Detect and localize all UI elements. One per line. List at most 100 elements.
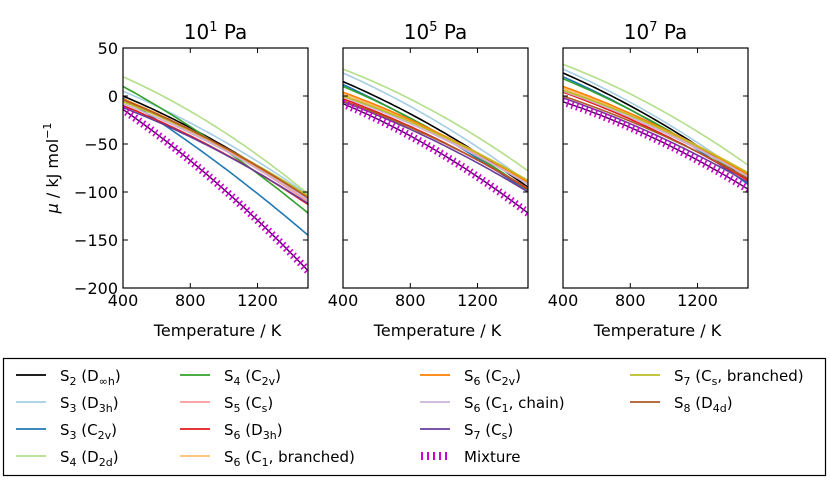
mixture-hatch <box>250 213 258 221</box>
x-tick-label: 1200 <box>237 291 278 310</box>
mixture-hatch <box>276 238 283 245</box>
mixture-hatch <box>630 124 636 133</box>
legend: S2 (D∞h) S3 (D3h) S3 (C2v) S4 (D2d) S4 (C2v)… <box>2 357 827 477</box>
mixture-hatch <box>261 224 269 232</box>
mixture-hatch <box>496 188 503 196</box>
mixture-hatch <box>429 144 436 153</box>
mixture-hatch <box>183 154 190 162</box>
mixture-hatch <box>381 118 387 127</box>
x-tick-label: 400 <box>328 291 359 310</box>
series-line-s7-cs-branched <box>343 95 528 182</box>
legend-label: S6 (D3h) <box>224 421 283 442</box>
mixture-hatch <box>715 167 721 176</box>
legend-item-s3-c2v: S3 (C2v) <box>16 421 117 442</box>
legend-item-s6-c1-branched: S6 (C1, branched) <box>180 448 355 469</box>
panel-title: 105 Pa <box>404 20 468 44</box>
legend-label: S4 (D2d) <box>60 448 119 469</box>
mixture-hatch <box>243 206 251 214</box>
series-line-s6-d3h <box>123 104 308 206</box>
series-line-s7-cs <box>563 97 748 184</box>
mixture-hatch <box>268 231 276 238</box>
y-tick-label: −150 <box>74 231 118 250</box>
mixture-hatch <box>217 183 225 191</box>
mixture-line <box>123 105 308 274</box>
mixture-hatch <box>723 172 730 181</box>
y-tick-label: 50 <box>98 39 118 58</box>
mixture-hatch <box>626 122 631 131</box>
panel-1-plot-area <box>123 76 308 274</box>
mixture-hatch <box>684 150 690 159</box>
mixture-hatch <box>736 180 743 188</box>
mixture-hatch <box>425 141 431 150</box>
mixture-hatch <box>675 146 681 154</box>
mixture-hatch <box>290 252 297 260</box>
mixture-hatch <box>239 203 247 211</box>
mixture-hatch <box>488 182 495 190</box>
mixture-hatch <box>377 116 382 125</box>
legend-item-s6-c2v: S6 (C2v) <box>420 367 521 388</box>
mixture-hatch <box>363 109 369 118</box>
mixture-hatch <box>616 118 622 127</box>
mixture-hatch <box>475 173 482 182</box>
mixture-hatch <box>593 109 599 118</box>
mixture-hatch <box>603 113 608 122</box>
mixture-hatch <box>152 129 159 137</box>
mixture-hatch <box>412 134 418 143</box>
mixture-hatch <box>728 174 734 183</box>
mixture-hatch <box>680 148 686 157</box>
mixture-hatch <box>403 129 409 138</box>
mixture-hatch <box>666 141 672 150</box>
mixture-hatch <box>128 111 135 119</box>
legend-item-s7-cs: S7 (Cs) <box>420 421 513 442</box>
mixture-hatch <box>283 245 290 253</box>
mixture-hatch <box>575 102 580 111</box>
series-line-s4-d2d <box>123 76 308 195</box>
legend-item-s4-c2v: S4 (C2v) <box>180 367 281 388</box>
mixture-hatch <box>359 107 364 116</box>
mixture-hatch <box>286 248 294 256</box>
series-line-s3-d3h <box>343 72 528 184</box>
mixture-hatch <box>480 176 486 185</box>
mixture-hatch <box>191 160 198 168</box>
x-tick-label: 1200 <box>457 291 498 310</box>
panel-3: 400 800 1200 107 Pa Temperature / K <box>548 20 749 340</box>
mixture-hatch <box>236 200 243 208</box>
mixture-hatch <box>349 103 355 112</box>
mixture-hatch <box>148 126 155 134</box>
legend-item-s6-c1-chain: S6 (C1, chain) <box>420 394 565 415</box>
mixture-hatch <box>662 139 668 148</box>
legend-item-s7-cs-branched: S7 (Cs, branched) <box>630 367 804 388</box>
mixture-hatch <box>206 173 213 181</box>
mixture-hatch <box>416 137 423 145</box>
legend-label: S7 (Cs, branched) <box>674 367 804 388</box>
mixture-hatch <box>635 126 640 135</box>
mixture-hatch <box>372 113 378 122</box>
legend-item-mixture: Mixture <box>421 448 520 466</box>
panel-title: 101 Pa <box>184 20 248 44</box>
mixture-hatch <box>648 132 654 141</box>
mixture-hatch <box>433 147 440 155</box>
mixture-hatch <box>297 259 304 267</box>
mixture-hatch <box>438 149 444 158</box>
mixture-hatch <box>492 185 499 193</box>
panel-3-plot-area <box>563 63 748 193</box>
x-tick-label: 800 <box>615 291 646 310</box>
legend-swatch <box>421 452 447 460</box>
series-line-s7-cs-branched <box>563 89 748 174</box>
y-tick-label: −50 <box>84 135 118 154</box>
mixture-hatch <box>123 105 126 111</box>
mixture-hatch <box>210 176 217 184</box>
legend-item-s3-d3h: S3 (D3h) <box>16 394 119 415</box>
x-tick-label: 800 <box>395 291 426 310</box>
mixture-hatch <box>612 116 617 125</box>
series-line-s7-cs <box>123 106 308 205</box>
mixture-hatch <box>467 168 474 176</box>
mixture-hatch <box>132 114 139 122</box>
legend-item-s4-d2d: S4 (D2d) <box>16 448 119 469</box>
mixture-hatch <box>160 135 167 143</box>
mixture-hatch <box>732 177 738 186</box>
panel-title: 107 Pa <box>624 20 688 44</box>
series-line-s8-d4d <box>563 95 748 180</box>
legend-label: S2 (D∞h) <box>60 367 121 388</box>
